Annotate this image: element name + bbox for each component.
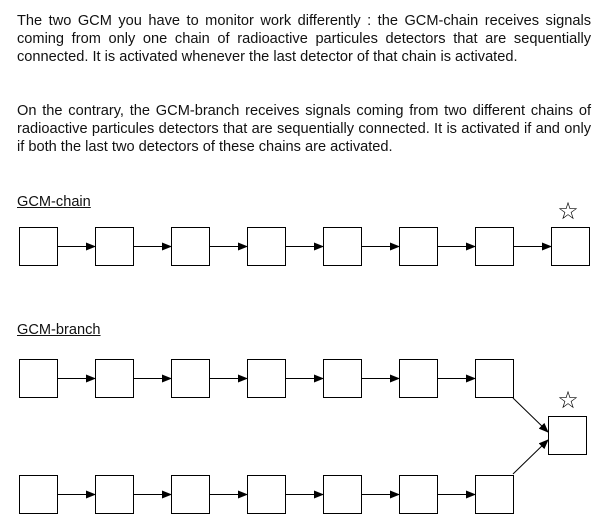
intro-paragraph-1: The two GCM you have to monitor work dif… bbox=[17, 13, 591, 65]
branch-upper-detector-6 bbox=[399, 359, 438, 398]
branch-lower-detector-6 bbox=[399, 475, 438, 514]
branch-upper-detector-5 bbox=[323, 359, 362, 398]
gcm-chain-title: GCM-chain bbox=[17, 194, 91, 210]
branch-upper-detector-4 bbox=[247, 359, 286, 398]
chain-detector-3 bbox=[171, 227, 210, 266]
chain-detector-2 bbox=[95, 227, 134, 266]
gcm-branch-diagram: ☆ bbox=[19, 359, 587, 514]
branch-lower-detector-3 bbox=[171, 475, 210, 514]
intro-paragraph-2: On the contrary, the GCM-branch receives… bbox=[17, 103, 591, 155]
branch-lower-detector-5 bbox=[323, 475, 362, 514]
branch-lower-detector-2 bbox=[95, 475, 134, 514]
chain-detector-1 bbox=[19, 227, 58, 266]
chain-active-star-icon: ☆ bbox=[557, 197, 579, 225]
branch-upper-merge-arrow bbox=[512, 397, 549, 433]
branch-merge-detector bbox=[548, 416, 587, 455]
branch-lower-detector-7 bbox=[475, 475, 514, 514]
gcm-chain-diagram: ☆ bbox=[19, 197, 590, 266]
branch-lower-detector-1 bbox=[19, 475, 58, 514]
branch-upper-detector-3 bbox=[171, 359, 210, 398]
branch-upper-detector-7 bbox=[475, 359, 514, 398]
chain-detector-5 bbox=[323, 227, 362, 266]
chain-detector-4 bbox=[247, 227, 286, 266]
branch-lower-merge-arrow bbox=[512, 439, 549, 475]
branch-upper-detector-1 bbox=[19, 359, 58, 398]
chain-detector-6 bbox=[399, 227, 438, 266]
branch-lower-detector-4 bbox=[247, 475, 286, 514]
chain-detector-7 bbox=[475, 227, 514, 266]
chain-detector-8 bbox=[551, 227, 590, 266]
branch-active-star-icon: ☆ bbox=[557, 386, 579, 414]
branch-upper-detector-2 bbox=[95, 359, 134, 398]
gcm-branch-title: GCM-branch bbox=[17, 322, 101, 338]
